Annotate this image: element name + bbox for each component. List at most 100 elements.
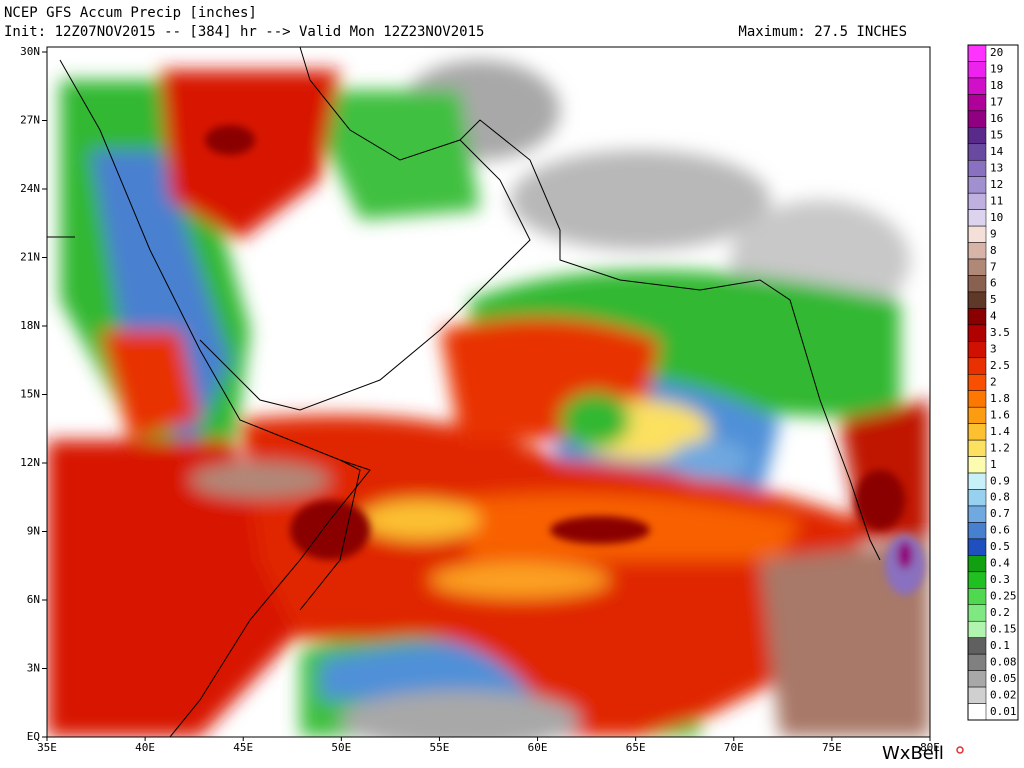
colorbar-label: 0.3: [990, 573, 1010, 586]
colorbar-swatch: [967, 472, 987, 490]
lon-label: 75E: [822, 741, 842, 754]
colorbar-swatch: [967, 275, 987, 293]
colorbar-label: 2.5: [990, 359, 1010, 372]
colorbar-swatch: [967, 61, 987, 79]
colorbar-label: 0.05: [990, 672, 1017, 685]
lat-label: 30N: [20, 45, 40, 58]
colorbar-label: 0.02: [990, 688, 1017, 701]
colorbar-swatch: [967, 291, 987, 309]
colorbar-label: 0.8: [990, 491, 1010, 504]
colorbar-label: 0.1: [990, 639, 1010, 652]
colorbar-swatch: [967, 143, 987, 161]
colorbar-swatch: [967, 406, 987, 424]
colorbar-label: 7: [990, 260, 997, 273]
colorbar-swatch: [967, 522, 987, 540]
colorbar-swatch: [967, 604, 987, 622]
lat-label: 9N: [27, 525, 40, 538]
colorbar-swatch: [967, 423, 987, 441]
colorbar-swatch: [967, 374, 987, 391]
colorbar-swatch: [967, 588, 987, 606]
colorbar-label: 0.6: [990, 524, 1010, 537]
colorbar-label: 0.2: [990, 606, 1010, 619]
colorbar-swatch: [967, 324, 987, 342]
colorbar-label: 0.7: [990, 507, 1010, 520]
colorbar-label: 3: [990, 343, 997, 356]
precip-field: [47, 47, 930, 737]
colorbar-swatch: [967, 209, 987, 227]
lon-label: 60E: [528, 741, 548, 754]
colorbar-label: 1.4: [990, 425, 1010, 438]
colorbar-label: 15: [990, 129, 1003, 142]
lon-label: 70E: [724, 741, 744, 754]
colorbar-frame: [967, 44, 1019, 721]
colorbar-swatch: [967, 308, 987, 326]
colorbar-swatch: [967, 110, 987, 128]
colorbar-label: 17: [990, 96, 1003, 109]
lon-label: 55E: [430, 741, 450, 754]
colorbar-swatch: [967, 159, 987, 177]
colorbar-label: 3.5: [990, 326, 1010, 339]
colorbar-swatch: [967, 538, 987, 556]
lon-label: 65E: [626, 741, 646, 754]
colorbar-swatch: [967, 620, 987, 638]
map-frame: [46, 46, 931, 738]
colorbar-label: 0.4: [990, 557, 1010, 570]
lon-label: 50E: [331, 741, 351, 754]
colorbar-label: 16: [990, 112, 1003, 125]
title: NCEP GFS Accum Precip [inches]: [4, 5, 257, 21]
colorbar-swatch: [967, 77, 987, 95]
colorbar-label: 1.2: [990, 441, 1010, 454]
colorbar-label: 13: [990, 161, 1003, 174]
lat-label: 12N: [20, 456, 40, 469]
colorbar-swatch: [967, 505, 987, 523]
lon-label: 45E: [233, 741, 253, 754]
lon-label: 40E: [135, 741, 155, 754]
lat-label: 18N: [20, 319, 40, 332]
colorbar-swatch: [967, 571, 987, 589]
colorbar-swatch: [967, 94, 987, 112]
colorbar-label: 1: [990, 458, 997, 471]
colorbar-label: 5: [990, 293, 997, 306]
colorbar-label: 0.9: [990, 474, 1010, 487]
colorbar-swatch: [967, 225, 987, 243]
lat-label: EQ: [27, 730, 40, 743]
colorbar-swatch: [967, 653, 987, 671]
lat-label: 27N: [20, 114, 40, 127]
lat-label: 21N: [20, 251, 40, 264]
watermark: WxBell: [882, 743, 944, 764]
colorbar-label: 20: [990, 46, 1003, 59]
colorbar-label: 0.08: [990, 655, 1017, 668]
colorbar-swatch: [967, 555, 987, 573]
colorbar-swatch: [967, 637, 987, 655]
watermark-dot: [956, 746, 964, 754]
colorbar-label: 1.6: [990, 408, 1010, 421]
colorbar-label: 1.8: [990, 392, 1010, 405]
lon-label: 35E: [37, 741, 57, 754]
colorbar-label: 0.25: [990, 590, 1017, 603]
maximum: Maximum: 27.5 INCHES: [738, 24, 907, 40]
colorbar-label: 18: [990, 79, 1003, 92]
colorbar-label: 19: [990, 63, 1003, 76]
colorbar-swatch: [967, 357, 987, 375]
colorbar-label: 6: [990, 277, 997, 290]
colorbar-swatch: [967, 489, 987, 507]
lat-label: 24N: [20, 182, 40, 195]
lat-label: 15N: [20, 388, 40, 401]
colorbar-swatch: [967, 456, 987, 474]
colorbar-swatch: [967, 439, 987, 457]
colorbar-label: 4: [990, 310, 997, 323]
colorbar-label: 10: [990, 211, 1003, 224]
colorbar-label: 2: [990, 376, 997, 389]
colorbar-swatch: [967, 341, 987, 359]
colorbar-swatch: [967, 192, 987, 210]
lat-label: 3N: [27, 662, 40, 675]
subtitle: Init: 12Z07NOV2015 -- [384] hr --> Valid…: [4, 24, 484, 40]
colorbar-swatch: [967, 127, 987, 145]
colorbar-swatch: [967, 44, 987, 62]
colorbar-swatch: [967, 686, 987, 704]
colorbar-label: 9: [990, 227, 997, 240]
colorbar-swatch: [967, 242, 987, 260]
lat-label: 6N: [27, 593, 40, 606]
colorbar-label: 11: [990, 194, 1003, 207]
